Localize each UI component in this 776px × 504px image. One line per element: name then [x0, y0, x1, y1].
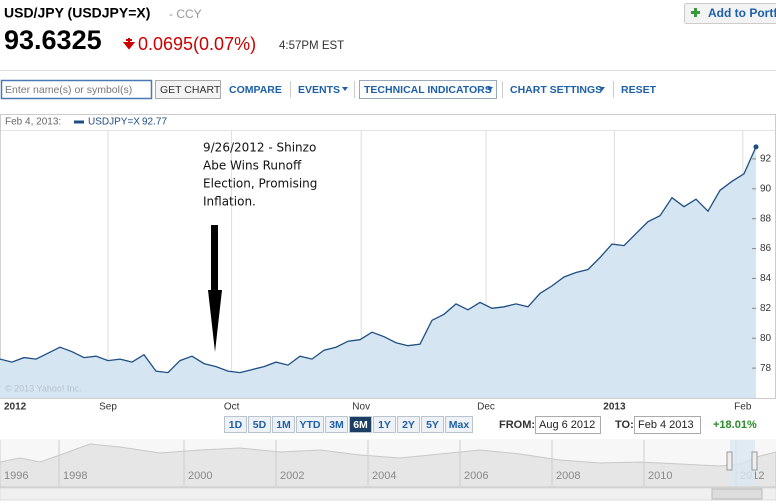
from-input[interactable] [535, 416, 601, 434]
from-date: Aug 6 2012 [539, 419, 595, 431]
range-button-label[interactable]: YTD [300, 419, 321, 431]
plot [0, 131, 759, 398]
get-chart-label[interactable]: GET CHART [160, 84, 221, 96]
add-button-label[interactable]: Add to Portf [708, 6, 776, 20]
technical-indicators[interactable]: TECHNICAL INDICATORS [364, 84, 492, 96]
range-button-label[interactable]: 1Y [378, 419, 391, 431]
y-tick-label: 86 [760, 243, 772, 254]
annotation-line: Inflation. [203, 195, 256, 209]
to-input[interactable] [634, 416, 701, 434]
quote-time: 4:57PM EST [279, 40, 344, 52]
annotation-line: 9/26/2012 - Shinzo [203, 141, 316, 155]
x-tick-label: Feb [734, 402, 752, 413]
navigator-year: 2000 [188, 470, 212, 482]
to-label: TO: [615, 419, 634, 431]
navigator-year: 2008 [556, 470, 580, 482]
navigator-year: 1998 [63, 470, 87, 482]
annotation-arrow [208, 225, 222, 352]
reset[interactable]: RESET [621, 84, 657, 96]
range-button-label[interactable]: 1D [229, 419, 243, 431]
x-tick-label: Nov [352, 402, 370, 413]
x-tick-label: Dec [477, 402, 495, 413]
y-tick-label: 82 [760, 303, 772, 314]
dropdown-icon [599, 87, 605, 91]
line [0, 146, 757, 374]
price-change: 0.0695(0.07%) [138, 34, 256, 54]
y-tick-label: 88 [760, 213, 772, 224]
legend-name: USDJPY=X [88, 117, 140, 128]
range-button[interactable] [349, 416, 372, 433]
copyright: © 2013 Yahoo! Inc. [5, 383, 81, 393]
range-buttons: 1D 5D 1M YTD 3M 6M 1Y 2Y 5Y Max [224, 416, 473, 433]
from-label: FROM: [499, 419, 535, 431]
range-button-label[interactable]: 1M [276, 419, 291, 431]
chart-settings[interactable]: CHART SETTINGS [510, 84, 602, 96]
range-button-label[interactable]: 3M [329, 419, 344, 431]
range-button[interactable] [373, 416, 396, 433]
x-tick-label: 2012 [4, 402, 27, 413]
range-button-label[interactable]: Max [449, 419, 470, 431]
get-chart-button[interactable] [155, 80, 221, 99]
y-tick-label: 90 [760, 183, 772, 194]
y-tick-label: 84 [760, 273, 772, 284]
legend-date: Feb 4, 2013: [5, 117, 61, 128]
search-placeholder: Enter name(s) or symbol(s) [5, 84, 132, 96]
range-button[interactable] [248, 416, 271, 433]
quote-title: USD/JPY (USDJPY=X) [4, 5, 150, 21]
range-button[interactable] [224, 416, 247, 433]
price: 93.6325 [4, 25, 102, 55]
navigator-handle[interactable] [751, 451, 758, 471]
legend-value: 92.77 [142, 117, 167, 128]
range-button-label[interactable]: 5Y [426, 419, 439, 431]
scrollbar[interactable] [0, 487, 776, 501]
x-tick-label: 2013 [603, 402, 626, 413]
navigator-handle[interactable] [726, 451, 733, 471]
y-tick-label: 92 [760, 154, 772, 165]
navigator-year: 2004 [372, 470, 396, 482]
range-button[interactable] [272, 416, 295, 433]
annotation-line: Abe Wins Runoff [203, 159, 302, 173]
x-tick-label: Oct [224, 402, 240, 413]
end-point [753, 144, 759, 150]
technical-indicators-button[interactable] [359, 80, 497, 99]
range-change: +18.01% [713, 419, 757, 431]
range-button[interactable] [325, 416, 348, 433]
dropdown-icon [342, 87, 348, 91]
events[interactable]: EVENTS [298, 84, 340, 96]
scrollbar-thumb[interactable] [711, 488, 763, 500]
plus-icon [691, 8, 700, 17]
navigator-window[interactable] [730, 440, 755, 486]
down-arrow [122, 38, 136, 50]
range-button-label[interactable]: 2Y [402, 419, 415, 431]
range-button[interactable] [296, 416, 324, 433]
x-tick-label: Sep [99, 402, 117, 413]
range-button[interactable] [397, 416, 420, 433]
exchange: - CCY [169, 7, 202, 21]
navigator-year: 2010 [648, 470, 672, 482]
range-button[interactable] [445, 416, 473, 433]
annotation-line: Election, Promising [203, 177, 317, 191]
navigator-year: 2002 [280, 470, 304, 482]
search-input[interactable] [0, 79, 153, 100]
area [0, 146, 756, 398]
y-tick-label: 78 [760, 363, 772, 374]
range-button-label[interactable]: 5D [253, 419, 267, 431]
add-button[interactable] [684, 3, 776, 24]
y-tick-label: 80 [760, 333, 772, 344]
range-button-label[interactable]: 6M [353, 419, 368, 431]
navigator-year: 1996 [4, 470, 28, 482]
navigator-year: 2006 [464, 470, 488, 482]
dropdown-icon [487, 87, 493, 91]
compare[interactable]: COMPARE [229, 84, 282, 96]
range-button[interactable] [421, 416, 444, 433]
to-date: Feb 4 2013 [638, 419, 694, 431]
